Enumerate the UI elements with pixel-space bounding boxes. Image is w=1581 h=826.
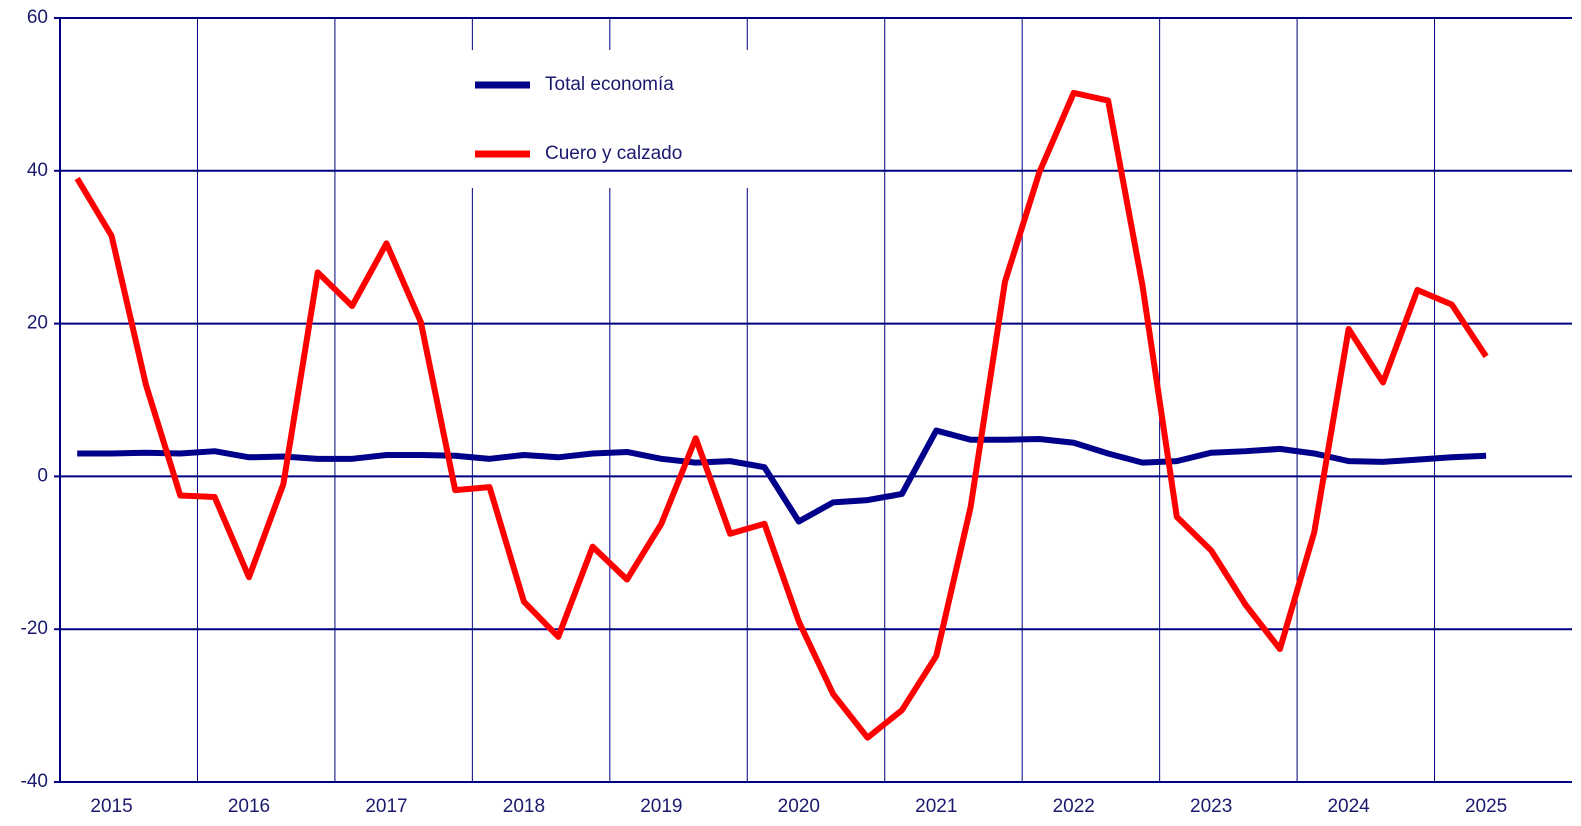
y-tick-label: 60 — [27, 7, 48, 28]
series-line — [74, 89, 1489, 741]
y-tick-label: 40 — [27, 160, 48, 181]
x-tick-label: 2021 — [915, 796, 957, 817]
legend-box — [462, 50, 762, 188]
series-line — [77, 427, 1487, 525]
x-tick-label: 2018 — [503, 796, 545, 817]
x-tick-label: 2017 — [365, 796, 407, 817]
x-tick-label: 2025 — [1465, 796, 1507, 817]
x-tick-label: 2019 — [640, 796, 682, 817]
legend-label: Cuero y calzado — [545, 143, 682, 164]
y-tick-label: 20 — [27, 313, 48, 334]
x-tick-label: 2020 — [778, 796, 820, 817]
y-tick-label: -40 — [21, 771, 48, 792]
legend-label: Total economía — [545, 74, 674, 95]
x-tick-label: 2015 — [90, 796, 132, 817]
x-tick-label: 2016 — [228, 796, 270, 817]
x-tick-label: 2023 — [1190, 796, 1232, 817]
x-tick-label: 2022 — [1053, 796, 1095, 817]
y-tick-label: 0 — [37, 465, 48, 486]
x-tick-label: 2024 — [1327, 796, 1370, 817]
y-tick-label: -20 — [21, 618, 48, 639]
